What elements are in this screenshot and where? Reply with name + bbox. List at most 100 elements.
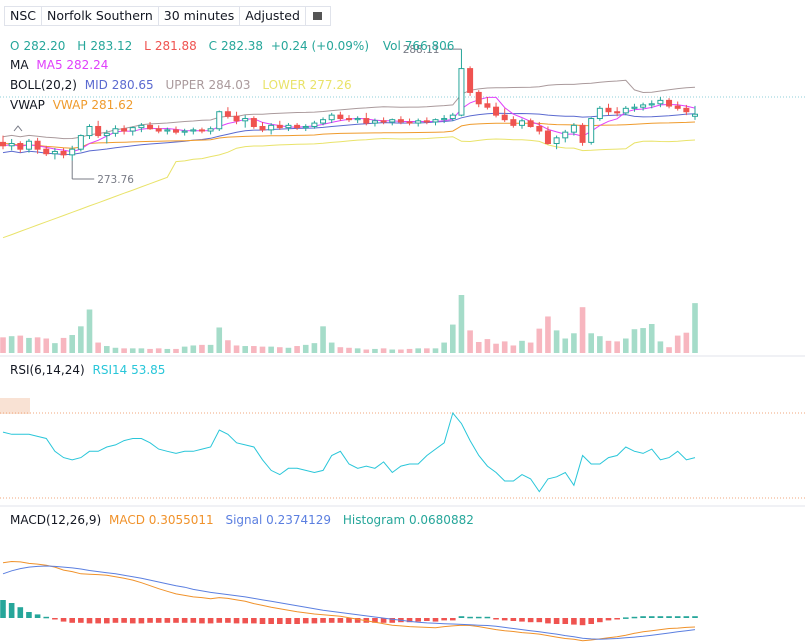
candle-body (138, 124, 145, 129)
macd-histogram-bar (268, 618, 274, 624)
boll-legend[interactable]: BOLL(20,2) MID 280.65 UPPER 284.03 LOWER… (10, 78, 356, 92)
macd-histogram-bar (129, 618, 136, 624)
macd-histogram-bar (424, 618, 430, 621)
candle-body (501, 114, 508, 121)
volume-bar (406, 348, 413, 353)
volume-bar (302, 344, 309, 353)
volume-bar (8, 336, 15, 353)
boll-lower-line (2, 136, 696, 239)
volume-bar (501, 341, 508, 353)
macd-histogram-bar (380, 618, 387, 623)
volume-bar (155, 348, 162, 353)
candle-body (69, 148, 76, 156)
volume-bar (623, 338, 629, 353)
volume-bar (424, 348, 430, 353)
rsi-legend[interactable]: RSI(6,14,24) RSI14 53.85 (10, 363, 169, 377)
macd-histogram-bar (536, 618, 543, 623)
candle-body (250, 118, 257, 127)
candle-body (371, 120, 378, 124)
macd-histogram-bar (597, 618, 603, 623)
rsi-name: RSI(6,14,24) (10, 363, 85, 377)
macd-histogram-bar (579, 618, 586, 626)
symbol-button[interactable]: NSC (4, 6, 43, 26)
macd-histogram-bar (623, 617, 629, 619)
candle-body (320, 119, 327, 124)
macd-histogram-bar (527, 618, 534, 623)
boll-lower-value: LOWER 277.26 (262, 78, 352, 92)
volume-bar (164, 348, 171, 353)
volume-bar (640, 328, 646, 353)
boll-mid-line (2, 112, 696, 156)
open-label: O (10, 39, 20, 53)
volume-bar (692, 303, 698, 353)
volume-bar (129, 348, 136, 353)
candle-body (380, 120, 387, 123)
candle-body (423, 120, 430, 123)
candle-body (441, 118, 448, 121)
volume-bar (441, 342, 447, 353)
macd-legend[interactable]: MACD(12,26,9) MACD 0.3055011 Signal 0.23… (10, 513, 478, 527)
volume-bar (597, 336, 603, 353)
macd-histogram-bar (519, 618, 525, 622)
candle-body (302, 125, 309, 129)
volume-bar (216, 327, 223, 353)
ohlc-legend: O 282.20 H 283.12 L 281.88 C 282.38 +0.24 (+… (10, 39, 458, 53)
interval-button[interactable]: 30 minutes (157, 6, 241, 26)
macd-histogram-bar (0, 600, 6, 618)
volume-bar (493, 343, 499, 353)
vwap-value: VWAP 281.62 (52, 98, 134, 112)
volume-bar (60, 337, 67, 353)
macd-histogram-bar (294, 618, 300, 624)
macd-histogram-bar (501, 618, 508, 621)
volume-bar (95, 342, 101, 353)
candle-body (475, 91, 482, 105)
candle-body (155, 128, 162, 132)
macd-histogram-bar (674, 616, 681, 618)
volume-bar (43, 338, 50, 353)
volume-bar (527, 342, 534, 353)
candle-body (268, 124, 275, 131)
macd-histogram-bar (328, 618, 335, 623)
macd-histogram-bar (605, 618, 612, 621)
macd-histogram-bar (285, 618, 292, 624)
adjustment-button[interactable]: Adjusted (239, 6, 306, 26)
ma-legend[interactable]: MA MA5 282.24 (10, 58, 112, 72)
vwap-name: VWAP (10, 98, 45, 112)
candle-body (276, 124, 283, 129)
volume-bar (588, 333, 594, 353)
menu-square-icon[interactable] (304, 6, 331, 26)
candle-body (484, 103, 491, 108)
macd-histogram-bar (26, 612, 32, 618)
candle-body (666, 99, 673, 107)
volume-bar (147, 348, 153, 353)
candle-body (519, 120, 525, 126)
macd-histogram-bar (95, 618, 101, 624)
macd-histogram-bar (337, 618, 344, 623)
candle-body (294, 124, 301, 129)
macd-histogram-bar (199, 618, 205, 624)
macd-histogram-bar (69, 618, 75, 623)
macd-histogram-bar (17, 607, 24, 618)
macd-histogram-bar (242, 618, 248, 624)
volume-bar (52, 343, 58, 353)
volume-bar (458, 295, 465, 353)
candle-body (562, 131, 569, 139)
candle-body (458, 68, 465, 116)
vwap-legend[interactable]: VWAP VWAP 281.62 (10, 98, 137, 112)
candle-body (657, 99, 664, 105)
candle-body (648, 103, 655, 106)
macd-histogram-bar (389, 618, 396, 623)
symbol-description[interactable]: Norfolk Southern (41, 6, 159, 26)
signal-line (2, 565, 696, 640)
candle-body (622, 107, 629, 114)
macd-histogram-bar (588, 618, 594, 624)
candle-body (112, 128, 119, 134)
boll-upper-value: UPPER 284.03 (165, 78, 251, 92)
candle-body (596, 107, 603, 120)
macd-histogram-bar (458, 616, 465, 618)
candle-body (147, 124, 154, 130)
candle-body (17, 143, 24, 150)
candle-body (449, 114, 456, 120)
macd-histogram-bar (190, 618, 197, 623)
